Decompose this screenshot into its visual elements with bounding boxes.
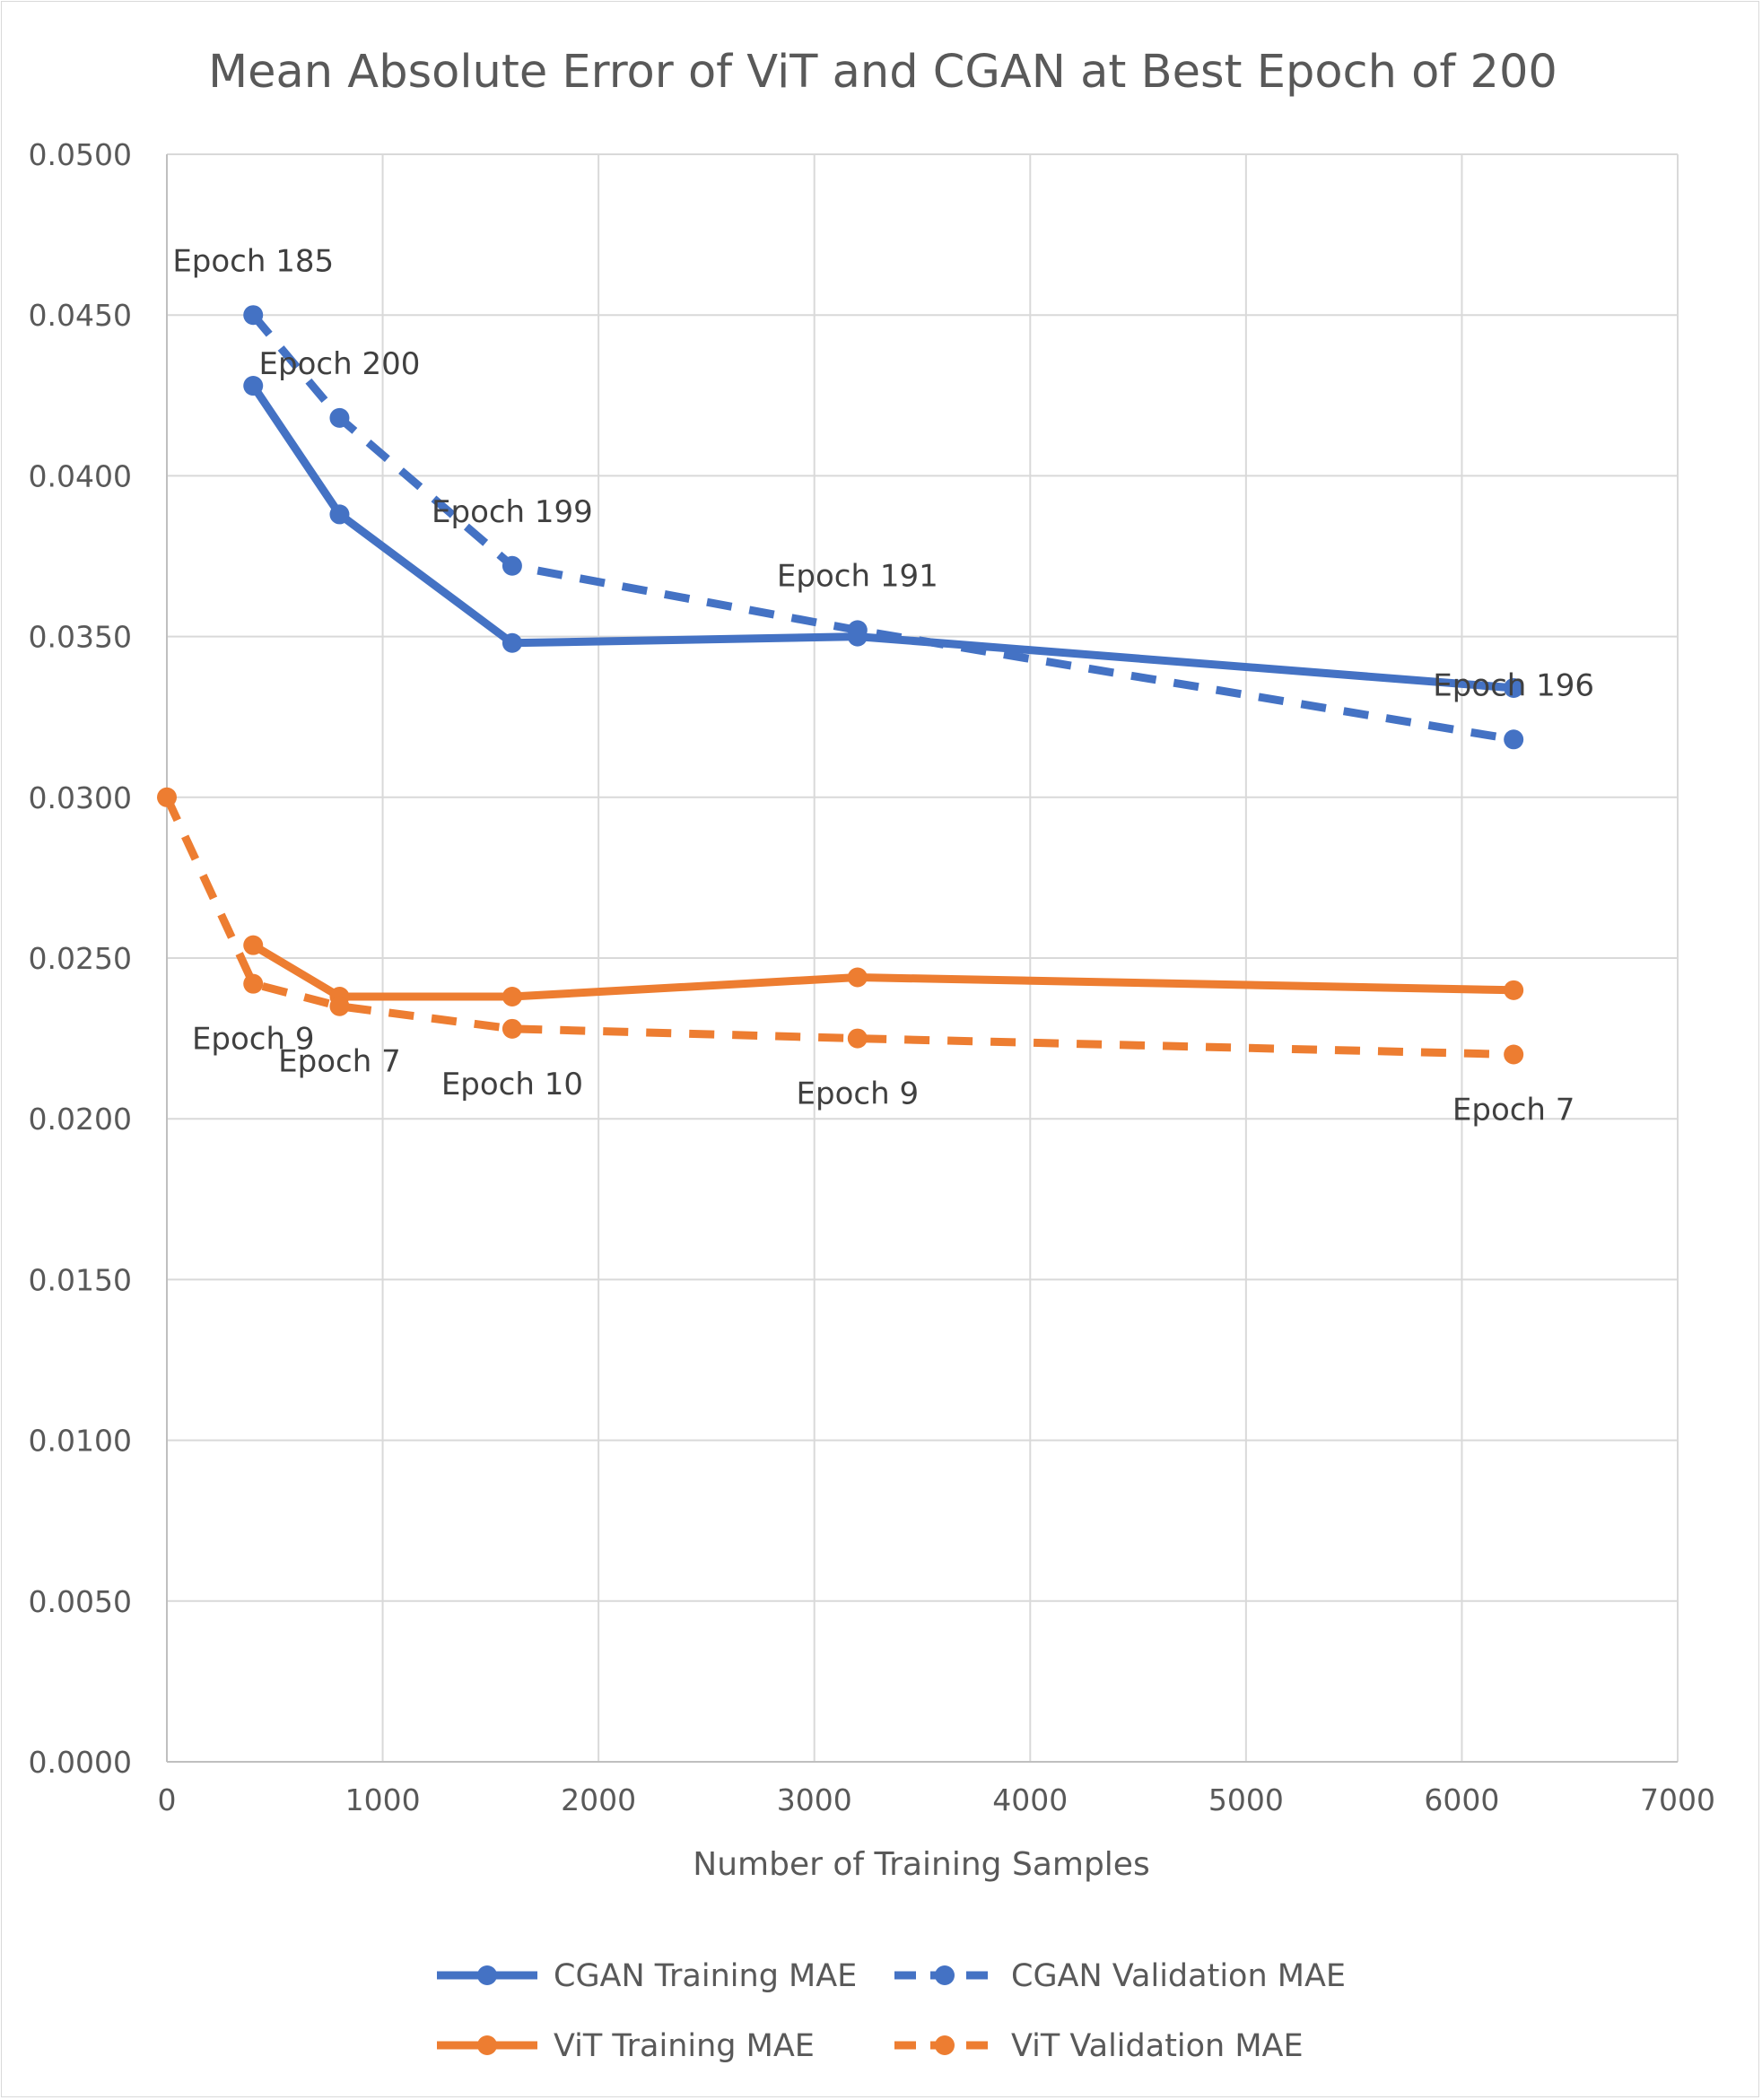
data-label: Epoch 199 <box>432 494 593 530</box>
point-vit-training-mae <box>243 935 264 955</box>
data-label: Epoch 9 <box>797 1076 920 1112</box>
point-vit-validation-mae <box>1504 1044 1524 1065</box>
data-label: Epoch 200 <box>259 346 421 382</box>
y-tick-label: 0.0500 <box>29 137 132 172</box>
y-tick-label: 0.0250 <box>29 941 132 976</box>
point-cgan-validation-mae <box>329 407 350 428</box>
data-label: Epoch 10 <box>441 1067 583 1102</box>
data-label: Epoch 185 <box>172 243 334 279</box>
point-vit-training-mae <box>847 967 868 988</box>
legend-swatch-marker <box>477 2035 497 2055</box>
y-tick-label: 0.0350 <box>29 620 132 655</box>
point-vit-validation-mae <box>329 996 350 1016</box>
data-label: Epoch 7 <box>278 1044 401 1080</box>
point-cgan-training-mae <box>1504 677 1524 698</box>
point-cgan-validation-mae <box>1504 729 1524 750</box>
point-vit-validation-mae <box>243 973 264 994</box>
point-vit-training-mae <box>1504 980 1524 1000</box>
gridlines <box>166 153 1679 1763</box>
legend-label: ViT Training MAE <box>554 2028 815 2064</box>
x-tick-label: 7000 <box>1640 1782 1715 1817</box>
y-tick-label: 0.0150 <box>29 1262 132 1297</box>
point-cgan-validation-mae <box>847 620 868 640</box>
chart-title: Mean Absolute Error of ViT and CGAN at B… <box>208 46 1557 99</box>
x-tick-label: 3000 <box>777 1782 852 1817</box>
legend[interactable]: CGAN Training MAE CGAN Validation MAE ViT … <box>437 1958 1346 2064</box>
y-tick-label: 0.0000 <box>29 1745 132 1780</box>
series-line-cgan-training-mae <box>249 381 1518 693</box>
legend-swatch-marker <box>935 1965 955 1985</box>
legend-item-vit-validation-mae[interactable]: ViT Validation MAE <box>894 2028 1304 2064</box>
data-label: Epoch 191 <box>777 559 938 595</box>
legend-item-vit-training-mae[interactable]: ViT Training MAE <box>437 2028 815 2064</box>
legend-item-cgan-training-mae[interactable]: CGAN Training MAE <box>437 1958 857 1994</box>
data-labels: Epoch 185 Epoch 200 Epoch 199 Epoch 191 Epoc… <box>172 243 1594 1128</box>
y-tick-label: 0.0050 <box>29 1584 132 1619</box>
point-vit-training-mae <box>502 987 522 1007</box>
legend-label: CGAN Training MAE <box>554 1958 857 1994</box>
axes: 0.0000 0.0050 0.0100 0.0150 0.0200 0.0250 0.03… <box>29 137 1715 1817</box>
point-cgan-training-mae <box>243 376 264 396</box>
x-tick-label: 6000 <box>1424 1782 1499 1817</box>
point-vit-validation-mae <box>502 1018 522 1039</box>
y-tick-label: 0.0400 <box>29 458 132 493</box>
y-tick-label: 0.0100 <box>29 1424 132 1459</box>
x-tick-label: 1000 <box>345 1782 421 1817</box>
legend-item-cgan-validation-mae[interactable]: CGAN Validation MAE <box>894 1958 1346 1994</box>
series-line-vit-training-mae <box>249 941 1518 1001</box>
data-label: Epoch 7 <box>1452 1092 1575 1128</box>
data-label: Epoch 9 <box>192 1022 315 1058</box>
point-cgan-training-mae <box>329 504 350 525</box>
series-lines <box>157 305 1524 1065</box>
legend-swatch-marker <box>935 2035 955 2055</box>
y-tick-label: 0.0200 <box>29 1102 132 1137</box>
legend-label: CGAN Validation MAE <box>1011 1958 1346 1994</box>
point-cgan-validation-mae <box>243 305 264 326</box>
series-line-vit-validation-mae <box>162 795 1514 1059</box>
data-label: Epoch 196 <box>1433 667 1594 703</box>
x-axis-title: Number of Training Samples <box>693 1846 1149 1883</box>
legend-swatch-marker <box>477 1965 497 1985</box>
x-tick-label: 0 <box>158 1782 177 1817</box>
x-tick-label: 5000 <box>1208 1782 1284 1817</box>
point-vit-validation-mae <box>847 1028 868 1049</box>
x-tick-label: 4000 <box>992 1782 1068 1817</box>
point-vit-validation-mae <box>157 787 177 807</box>
y-tick-label: 0.0450 <box>29 298 132 333</box>
point-cgan-training-mae <box>502 632 522 653</box>
y-tick-label: 0.0300 <box>29 780 132 815</box>
point-cgan-validation-mae <box>502 555 522 576</box>
legend-label: ViT Validation MAE <box>1011 2028 1304 2064</box>
x-tick-label: 2000 <box>561 1782 636 1817</box>
